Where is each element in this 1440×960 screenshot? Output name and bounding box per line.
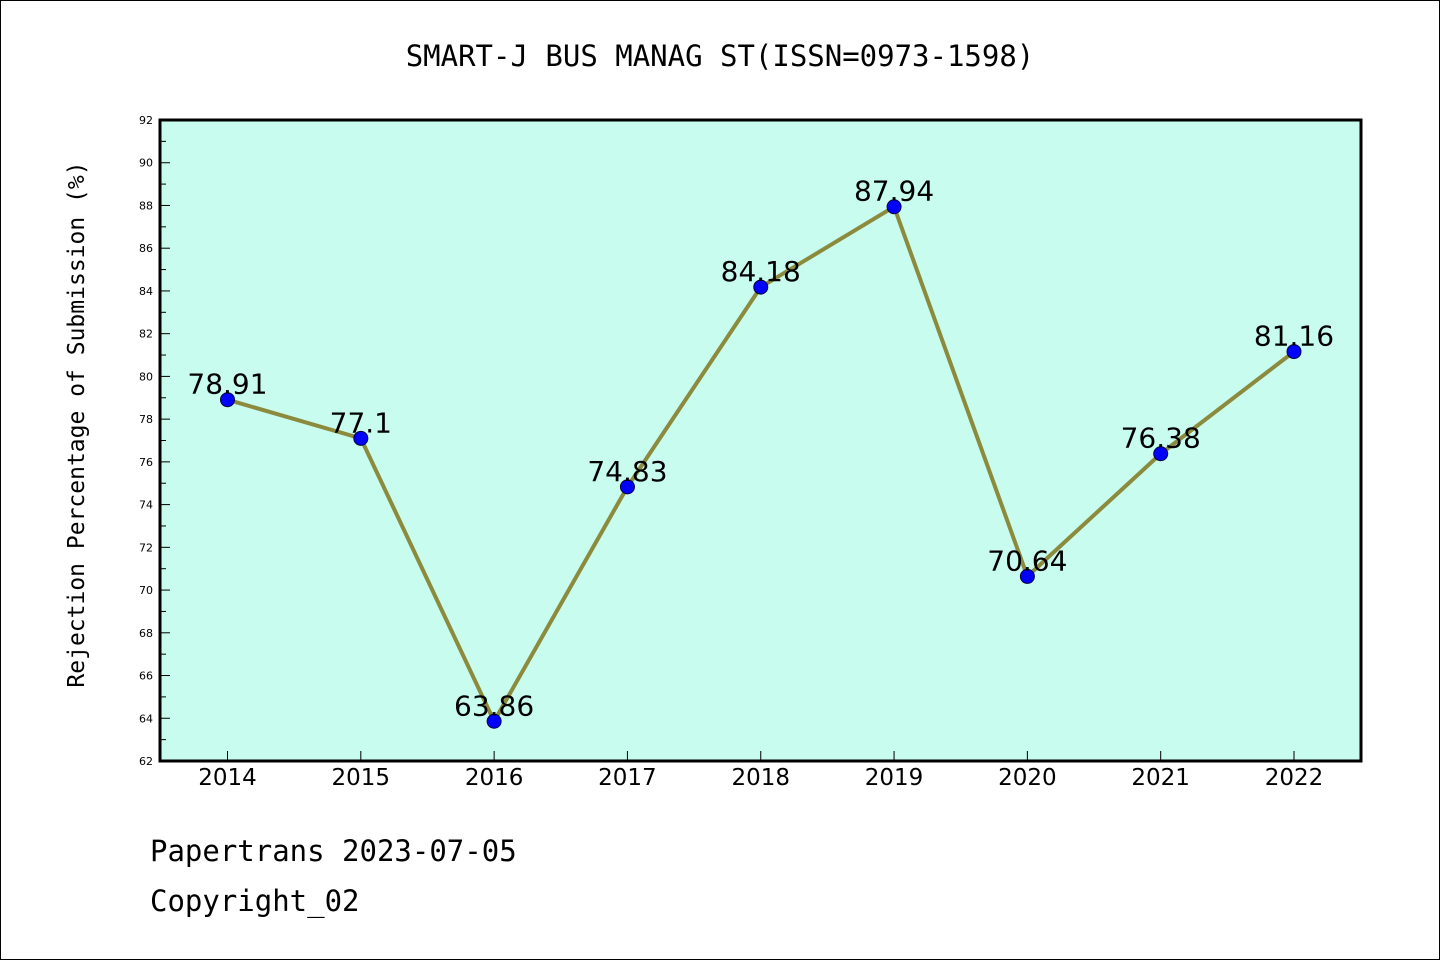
x-tick-label: 2015: [332, 765, 391, 791]
y-tick-label: 62: [139, 755, 153, 768]
data-label: 74.83: [587, 455, 667, 488]
x-tick-label: 2016: [465, 765, 524, 791]
x-tick-label: 2014: [198, 765, 257, 791]
y-tick-label: 66: [139, 670, 153, 683]
y-tick-label: 80: [139, 370, 153, 383]
x-tick-label: 2019: [865, 765, 924, 791]
y-tick-label: 84: [139, 285, 153, 298]
series-markers: [220, 199, 1302, 729]
data-labels: 78.91 77.1 63.86 74.83 84.18 87.94 70.64 76.38 8…: [187, 175, 1334, 723]
y-tick-label: 82: [139, 328, 153, 341]
y-tick-label: 86: [139, 242, 153, 255]
data-label: 78.91: [187, 368, 267, 401]
data-label: 84.18: [721, 255, 801, 288]
x-tick-label: 2018: [731, 765, 790, 791]
data-point: [1153, 446, 1169, 462]
data-label: 87.94: [854, 175, 934, 208]
y-tick-label: 88: [139, 199, 153, 212]
x-axis-ticks: 2014 2015 2016 2017 2018 2019 2020 2021 2022: [198, 751, 1323, 791]
plot-border: [158, 118, 1363, 763]
y-tick-label: 68: [139, 627, 153, 640]
data-point: [886, 199, 902, 215]
y-axis-label: Rejection Percentage of Submission (%): [64, 161, 90, 687]
footer-date: Papertrans 2023-07-05: [150, 834, 517, 868]
x-tick-label: 2017: [598, 765, 657, 791]
data-label: 70.64: [987, 544, 1067, 577]
y-tick-label: 70: [139, 584, 153, 597]
y-tick-label: 78: [139, 413, 153, 426]
data-point: [753, 279, 769, 295]
data-point: [353, 430, 369, 446]
data-point: [1286, 344, 1302, 360]
data-point: [220, 392, 235, 408]
footer-copyright: Copyright_02: [150, 884, 360, 918]
data-point: [619, 479, 635, 495]
x-tick-label: 2021: [1131, 765, 1190, 791]
chart-title: SMART-J BUS MANAG ST(ISSN=0973-1598): [406, 39, 1035, 73]
x-tick-label: 2022: [1265, 765, 1324, 791]
x-tick-label: 2020: [998, 765, 1057, 791]
y-tick-label: 64: [139, 712, 153, 725]
data-point: [1019, 568, 1035, 584]
y-tick-label: 90: [139, 157, 153, 170]
y-tick-label: 92: [139, 114, 153, 127]
data-label: 76.38: [1121, 422, 1201, 455]
data-label: 81.16: [1254, 320, 1334, 353]
y-tick-label: 76: [139, 456, 153, 469]
data-label: 63.86: [454, 689, 534, 722]
data-point: [486, 713, 502, 729]
y-tick-label: 72: [139, 541, 153, 554]
y-tick-label: 74: [139, 499, 153, 512]
data-label: 77.1: [330, 406, 392, 439]
